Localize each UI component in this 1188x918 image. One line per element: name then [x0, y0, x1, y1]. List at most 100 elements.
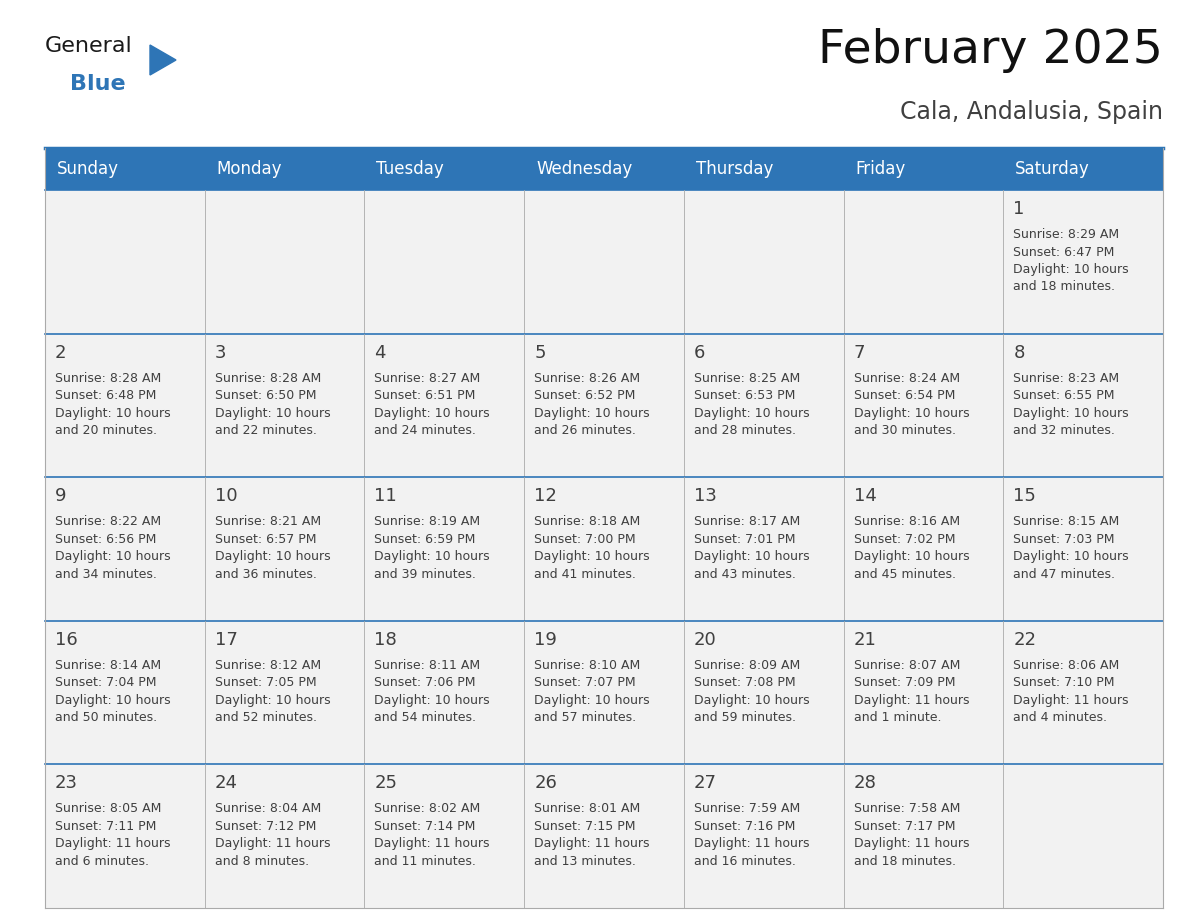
Text: Sunset: 7:07 PM: Sunset: 7:07 PM [535, 677, 636, 689]
Text: 26: 26 [535, 775, 557, 792]
Text: Sunrise: 8:27 AM: Sunrise: 8:27 AM [374, 372, 481, 385]
Text: Sunset: 7:12 PM: Sunset: 7:12 PM [215, 820, 316, 833]
Text: Sunset: 6:55 PM: Sunset: 6:55 PM [1013, 389, 1114, 402]
Text: and 13 minutes.: and 13 minutes. [535, 855, 636, 868]
Text: Sunrise: 8:09 AM: Sunrise: 8:09 AM [694, 659, 800, 672]
Text: Daylight: 10 hours: Daylight: 10 hours [535, 694, 650, 707]
Text: Sunrise: 8:02 AM: Sunrise: 8:02 AM [374, 802, 481, 815]
Text: and 20 minutes.: and 20 minutes. [55, 424, 157, 437]
Text: 27: 27 [694, 775, 716, 792]
Text: 19: 19 [535, 631, 557, 649]
Text: Daylight: 10 hours: Daylight: 10 hours [694, 407, 809, 420]
Bar [45, 333, 1163, 477]
Text: Sunrise: 8:15 AM: Sunrise: 8:15 AM [1013, 515, 1119, 528]
Text: Sunset: 6:59 PM: Sunset: 6:59 PM [374, 532, 476, 545]
Text: and 36 minutes.: and 36 minutes. [215, 567, 316, 581]
Text: 4: 4 [374, 343, 386, 362]
Text: 23: 23 [55, 775, 78, 792]
Text: Sunrise: 8:12 AM: Sunrise: 8:12 AM [215, 659, 321, 672]
Text: Daylight: 11 hours: Daylight: 11 hours [1013, 694, 1129, 707]
Text: Daylight: 11 hours: Daylight: 11 hours [694, 837, 809, 850]
Text: Sunrise: 7:59 AM: Sunrise: 7:59 AM [694, 802, 800, 815]
Text: Sunset: 7:01 PM: Sunset: 7:01 PM [694, 532, 795, 545]
Text: Sunrise: 8:18 AM: Sunrise: 8:18 AM [535, 515, 640, 528]
Text: and 1 minute.: and 1 minute. [853, 711, 941, 724]
Text: and 18 minutes.: and 18 minutes. [853, 855, 955, 868]
Text: Sunrise: 8:14 AM: Sunrise: 8:14 AM [55, 659, 162, 672]
Text: Sunset: 7:15 PM: Sunset: 7:15 PM [535, 820, 636, 833]
Text: and 57 minutes.: and 57 minutes. [535, 711, 637, 724]
Text: 21: 21 [853, 631, 877, 649]
Text: Daylight: 10 hours: Daylight: 10 hours [535, 407, 650, 420]
Text: 3: 3 [215, 343, 226, 362]
Text: 20: 20 [694, 631, 716, 649]
Bar [45, 765, 1163, 908]
Text: Sunset: 7:06 PM: Sunset: 7:06 PM [374, 677, 476, 689]
Text: Sunrise: 8:01 AM: Sunrise: 8:01 AM [535, 802, 640, 815]
Text: Sunrise: 8:06 AM: Sunrise: 8:06 AM [1013, 659, 1119, 672]
Text: Daylight: 10 hours: Daylight: 10 hours [535, 550, 650, 564]
Bar [45, 477, 1163, 621]
Text: and 18 minutes.: and 18 minutes. [1013, 281, 1116, 294]
Text: Daylight: 11 hours: Daylight: 11 hours [535, 837, 650, 850]
Text: and 54 minutes.: and 54 minutes. [374, 711, 476, 724]
Text: 10: 10 [215, 487, 238, 505]
Text: Daylight: 10 hours: Daylight: 10 hours [1013, 263, 1129, 276]
Bar [45, 190, 1163, 333]
Text: Sunset: 6:47 PM: Sunset: 6:47 PM [1013, 245, 1114, 259]
Text: Daylight: 10 hours: Daylight: 10 hours [215, 550, 330, 564]
Text: 12: 12 [535, 487, 557, 505]
Text: Sunset: 7:10 PM: Sunset: 7:10 PM [1013, 677, 1114, 689]
Text: Sunset: 6:51 PM: Sunset: 6:51 PM [374, 389, 476, 402]
Text: and 22 minutes.: and 22 minutes. [215, 424, 316, 437]
Text: Sunset: 7:09 PM: Sunset: 7:09 PM [853, 677, 955, 689]
Text: Sunset: 7:11 PM: Sunset: 7:11 PM [55, 820, 157, 833]
Text: Sunday: Sunday [57, 160, 119, 178]
Text: Sunrise: 8:22 AM: Sunrise: 8:22 AM [55, 515, 162, 528]
Text: and 32 minutes.: and 32 minutes. [1013, 424, 1116, 437]
Text: and 26 minutes.: and 26 minutes. [535, 424, 636, 437]
Text: Sunset: 7:14 PM: Sunset: 7:14 PM [374, 820, 476, 833]
Text: Daylight: 10 hours: Daylight: 10 hours [374, 550, 491, 564]
Text: Thursday: Thursday [696, 160, 773, 178]
Text: Daylight: 10 hours: Daylight: 10 hours [374, 694, 491, 707]
Text: 25: 25 [374, 775, 398, 792]
Text: Daylight: 10 hours: Daylight: 10 hours [694, 550, 809, 564]
Text: Daylight: 10 hours: Daylight: 10 hours [374, 407, 491, 420]
Text: and 30 minutes.: and 30 minutes. [853, 424, 955, 437]
Bar [45, 148, 1163, 190]
Polygon shape [150, 45, 176, 75]
Text: Daylight: 11 hours: Daylight: 11 hours [215, 837, 330, 850]
Text: 2: 2 [55, 343, 67, 362]
Text: Sunrise: 8:19 AM: Sunrise: 8:19 AM [374, 515, 481, 528]
Text: Daylight: 10 hours: Daylight: 10 hours [853, 407, 969, 420]
Text: Blue: Blue [70, 74, 126, 94]
Text: Daylight: 10 hours: Daylight: 10 hours [215, 407, 330, 420]
Text: Sunrise: 8:11 AM: Sunrise: 8:11 AM [374, 659, 481, 672]
Text: 11: 11 [374, 487, 397, 505]
Text: Cala, Andalusia, Spain: Cala, Andalusia, Spain [901, 100, 1163, 124]
Text: 16: 16 [55, 631, 77, 649]
Text: Daylight: 10 hours: Daylight: 10 hours [55, 694, 171, 707]
Text: Daylight: 10 hours: Daylight: 10 hours [1013, 550, 1129, 564]
Text: Friday: Friday [855, 160, 905, 178]
Text: and 47 minutes.: and 47 minutes. [1013, 567, 1116, 581]
Text: General: General [45, 36, 133, 56]
Text: and 6 minutes.: and 6 minutes. [55, 855, 148, 868]
Text: Sunset: 7:03 PM: Sunset: 7:03 PM [1013, 532, 1114, 545]
Text: and 28 minutes.: and 28 minutes. [694, 424, 796, 437]
Text: Sunset: 7:17 PM: Sunset: 7:17 PM [853, 820, 955, 833]
Text: Sunset: 7:04 PM: Sunset: 7:04 PM [55, 677, 157, 689]
Text: Sunrise: 8:26 AM: Sunrise: 8:26 AM [535, 372, 640, 385]
Text: Daylight: 10 hours: Daylight: 10 hours [55, 407, 171, 420]
Text: Sunrise: 8:05 AM: Sunrise: 8:05 AM [55, 802, 162, 815]
Text: Sunset: 6:54 PM: Sunset: 6:54 PM [853, 389, 955, 402]
Text: and 11 minutes.: and 11 minutes. [374, 855, 476, 868]
Text: Sunset: 6:57 PM: Sunset: 6:57 PM [215, 532, 316, 545]
Text: and 45 minutes.: and 45 minutes. [853, 567, 955, 581]
Text: 9: 9 [55, 487, 67, 505]
Bar [45, 621, 1163, 765]
Text: and 24 minutes.: and 24 minutes. [374, 424, 476, 437]
Text: Saturday: Saturday [1016, 160, 1091, 178]
Text: Sunset: 6:52 PM: Sunset: 6:52 PM [535, 389, 636, 402]
